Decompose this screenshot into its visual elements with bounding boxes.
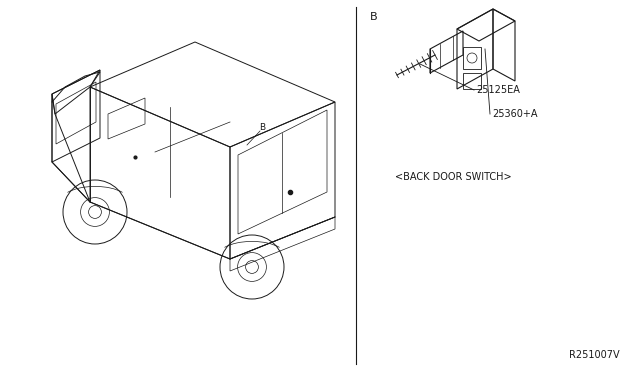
Text: 25360+A: 25360+A — [492, 109, 538, 119]
Text: 25125EA: 25125EA — [476, 85, 520, 95]
Text: <BACK DOOR SWITCH>: <BACK DOOR SWITCH> — [395, 172, 511, 182]
Text: R251007V: R251007V — [570, 350, 620, 360]
Text: B: B — [370, 12, 378, 22]
Text: B: B — [259, 122, 265, 131]
